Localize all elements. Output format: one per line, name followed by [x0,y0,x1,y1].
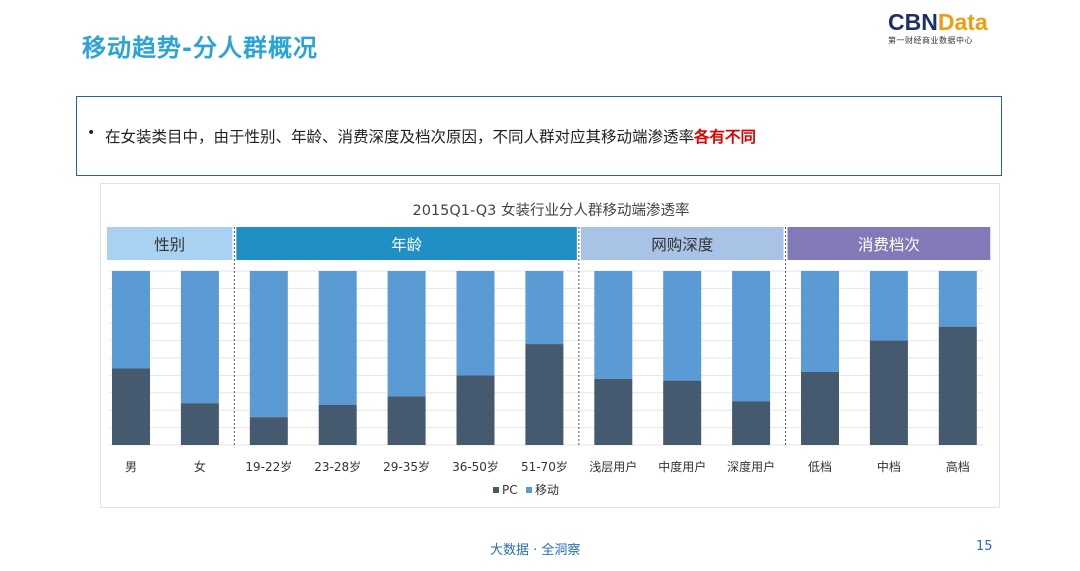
summary-box: • 在女装类目中，由于性别、年龄、消费深度及档次原因，不同人群对应其移动端渗透率… [76,96,1002,176]
bar-mobile [456,271,495,376]
x-tick-label: 男 [125,460,137,474]
bar-pc [318,404,357,445]
x-tick-label: 中度用户 [658,459,706,474]
group-header-label: 消费档次 [858,236,920,254]
summary-text-main: 在女装类目中，由于性别、年龄、消费深度及档次原因，不同人群对应其移动端渗透率 [105,128,695,146]
bar-pc [801,371,839,445]
x-tick-label: 低档 [808,460,832,474]
x-tick-label: 高档 [946,459,970,474]
bar-pc [249,417,288,445]
bar-pc [456,375,495,445]
bar-mobile [112,271,150,369]
x-tick-label: 女 [194,459,206,474]
group-header-band [580,227,784,260]
group-header-label: 性别 [154,236,185,254]
page-title: 移动趋势-分人群概况 [82,34,318,62]
bar-pc [869,340,908,445]
logo-subtitle: 第一财经商业数据中心 [888,36,973,45]
group-header-band [787,227,991,260]
bar-mobile [663,271,702,381]
footer-slogan: 大数据 · 全洞察 [490,543,581,558]
legend-swatch-mobile [526,487,532,493]
bar-mobile [732,271,771,402]
group-header-band [107,227,233,260]
bar-mobile [938,271,977,327]
bar-mobile [180,271,219,404]
x-tick-label: 中档 [877,459,901,474]
bar-mobile [525,271,564,345]
logo-text-cbn: CBN [888,9,938,35]
group-header-label: 网购深度 [651,236,713,254]
x-tick-label: 51-70岁 [521,459,568,474]
group-header-label: 年龄 [391,236,423,254]
bar-pc [180,403,219,445]
bar-mobile [801,271,839,372]
bar-mobile [318,271,357,405]
bar-mobile [594,271,633,379]
x-tick-label: 深度用户 [727,459,775,474]
bar-pc [594,378,633,445]
chart-title: 2015Q1-Q3 女装行业分人群移动端渗透率 [412,201,689,219]
summary-bullet: • [87,125,96,141]
legend-label-pc: PC [502,483,518,497]
summary-text: 在女装类目中，由于性别、年龄、消费深度及档次原因，不同人群对应其移动端渗透率各有… [105,125,756,147]
bar-mobile [387,271,426,397]
legend-label-mobile: 移动 [535,483,559,497]
x-tick-label: 浅层用户 [589,459,637,474]
x-tick-label: 36-50岁 [452,459,499,474]
legend-swatch-pc [493,487,499,493]
x-tick-label: 23-28岁 [314,459,361,474]
bar-mobile [869,271,908,341]
bar-mobile [249,271,288,418]
bar-pc [525,344,564,445]
summary-text-emphasis: 各有不同 [694,128,757,146]
bar-pc [387,396,426,445]
logo-text-data: Data [937,9,988,35]
x-tick-label: 19-22岁 [245,459,292,474]
chart-frame: 2015Q1-Q3 女装行业分人群移动端渗透率性别 年龄 网购深度 消费档次男 女 19-… [100,183,1000,508]
bar-pc [732,401,771,445]
group-header-band [236,227,577,260]
bar-pc [112,368,150,445]
cbndata-logo: CBNData 第一财经商业数据中心 [888,10,1008,48]
page-number: 15 [976,539,993,554]
x-tick-label: 29-35岁 [383,459,430,474]
bar-pc [938,326,977,445]
bar-pc [663,380,702,445]
